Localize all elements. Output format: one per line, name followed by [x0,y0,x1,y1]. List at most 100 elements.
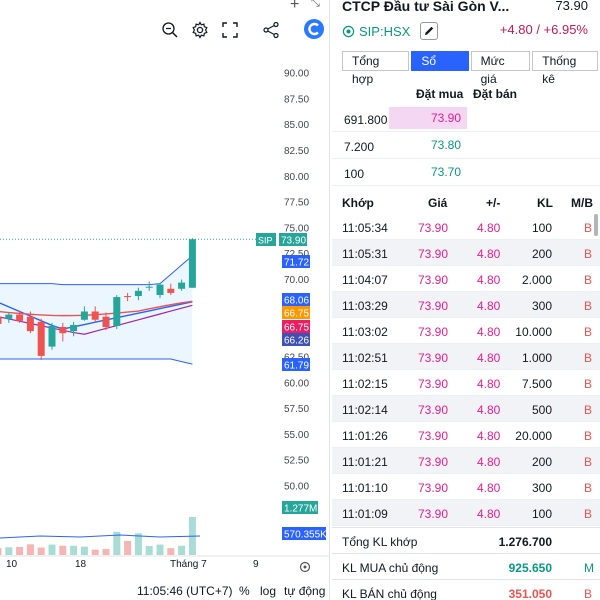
trade-side: B [584,481,593,495]
bollinger-lower-line [0,358,193,365]
summary-value: 1.276.700 [498,535,552,549]
col-time-header: Khớp [342,196,374,210]
candle-body [113,297,121,326]
price-axis-label: 60.00 [284,378,309,389]
chart-pane[interactable]: + ⤡ 90.00 87.50 85.00 82.50 80.00 77.50 75.00 7… [0,0,330,600]
price-axis-label: 85.00 [284,120,309,131]
log-scale-toggle[interactable]: log [260,584,277,598]
svg-text:1.277M: 1.277M [284,504,317,515]
plus-icon[interactable]: + [290,0,300,13]
trade-time: 11:05:31 [342,247,388,261]
trade-volume: 100 [531,507,552,521]
trade-list-scrollbar[interactable] [594,214,598,236]
trade-price: 73.90 [418,403,449,417]
trade-row[interactable]: 11:05:31 73.90 4.80 200 B [332,240,600,266]
price-axis-label: 75.00 [284,223,309,234]
trade-row[interactable]: 11:05:34 73.90 4.80 100 B [332,214,600,240]
gear-icon[interactable] [190,20,210,40]
fullscreen-icon[interactable] [220,20,240,40]
candle-body [59,326,67,334]
candle-body [16,314,24,321]
trade-row[interactable]: 11:03:02 73.90 4.80 10.000 B [332,318,600,344]
auto-scale-toggle[interactable]: tự động [284,584,326,598]
col-vol-header: KL [537,196,553,210]
edit-symbol-button[interactable] [420,22,439,40]
trade-change: 4.80 [477,507,501,521]
bid-price[interactable]: 73.80 [430,138,461,152]
tab-thong-ke[interactable]: Thống kê [532,51,598,86]
expand-icon[interactable]: ⤡ [311,0,320,9]
trade-change: 4.80 [477,403,501,417]
candle-body [0,316,2,324]
volume-bar [16,546,24,555]
search-plus-icon[interactable] [160,20,180,40]
volume-bar [178,545,186,555]
window-top-strip: + ⤡ [0,0,330,13]
candlestick-chart[interactable]: 90.00 87.50 85.00 82.50 80.00 77.50 75.00 72.50… [0,48,330,582]
price-axis-label: 62.50 [284,352,309,363]
price-axis-label: 52.50 [284,456,309,467]
share-icon[interactable] [261,20,281,40]
symbol-row: SIP:HSX [342,22,439,40]
percent-scale-toggle[interactable]: % [239,584,250,598]
trade-row[interactable]: 11:03:29 73.90 4.80 300 B [332,292,600,318]
candle-body [70,324,78,332]
svg-text:66.75: 66.75 [284,323,309,334]
trade-price: 73.90 [418,273,449,287]
order-volume: 7.200 [344,140,375,154]
trade-time: 11:01:09 [342,507,388,521]
price-axis-label: 80.00 [284,172,309,183]
trade-row[interactable]: 11:01:10 73.90 4.80 300 B [332,474,600,500]
trade-row[interactable]: 11:04:07 73.90 4.80 2.000 B [332,266,600,292]
trade-change: 4.80 [477,429,501,443]
price-axis-label: 70.00 [284,275,309,286]
app-logo-icon[interactable] [303,18,325,40]
volume-bar [91,549,99,555]
volume-bar [5,547,13,555]
trade-row[interactable]: 11:01:26 73.90 4.80 20.000 B [332,422,600,448]
trade-side: B [584,273,593,287]
symbol-exchange[interactable]: SIP:HSX [359,23,411,39]
trade-price: 73.90 [418,221,449,235]
svg-text:71.72: 71.72 [284,258,309,269]
candle-body [167,288,175,293]
tab-so-lenh[interactable]: Sổ lệnh [411,51,469,86]
volume-bar [102,549,110,555]
trade-time: 11:01:26 [342,429,388,443]
trade-time: 11:05:34 [342,221,388,235]
bid-price[interactable]: 73.90 [389,107,467,129]
trade-side: B [584,455,593,469]
date-axis-label: Tháng 7 [170,559,207,570]
volume-bar [167,548,175,555]
trade-time: 11:02:15 [342,377,388,391]
trade-change: 4.80 [477,299,501,313]
volume-badge: 1.277M [282,501,318,515]
axis-settings-icon[interactable] [299,561,311,573]
summary-row: KL MUA chủ động 925.650 M [332,553,600,579]
candle-body [178,282,186,289]
trade-volume: 500 [531,403,552,417]
trade-change: 4.80 [477,273,501,287]
trade-side: B [584,247,593,261]
candle-body [145,286,153,288]
bid-price[interactable]: 73.70 [430,165,461,179]
volume-bar [26,544,34,555]
trade-side: B [584,325,593,339]
trade-row[interactable]: 11:01:21 73.90 4.80 200 B [332,448,600,474]
tab-tong-hop[interactable]: Tổng hợp [342,51,410,86]
tab-muc-gia[interactable]: Mức giá [470,51,531,86]
volume-bar [145,546,153,555]
svg-text:SIP: SIP [258,236,273,246]
volume-bar [80,546,88,555]
trade-row[interactable]: 11:02:51 73.90 4.80 1.000 B [332,344,600,370]
trade-time: 11:02:51 [342,351,388,365]
candle-body [156,284,164,295]
price-badge: 68.06 [282,293,310,307]
order-volume: 100 [344,167,365,181]
trade-row[interactable]: 11:02:14 73.90 4.80 500 B [332,396,600,422]
trade-row[interactable]: 11:02:15 73.90 4.80 7.500 B [332,370,600,396]
candle-body [26,316,34,332]
order-book-row: 7.200 73.80 [332,133,600,159]
trade-row[interactable]: 11:01:09 73.90 4.80 100 B [332,500,600,526]
price-axis-label: 72.50 [284,249,309,260]
